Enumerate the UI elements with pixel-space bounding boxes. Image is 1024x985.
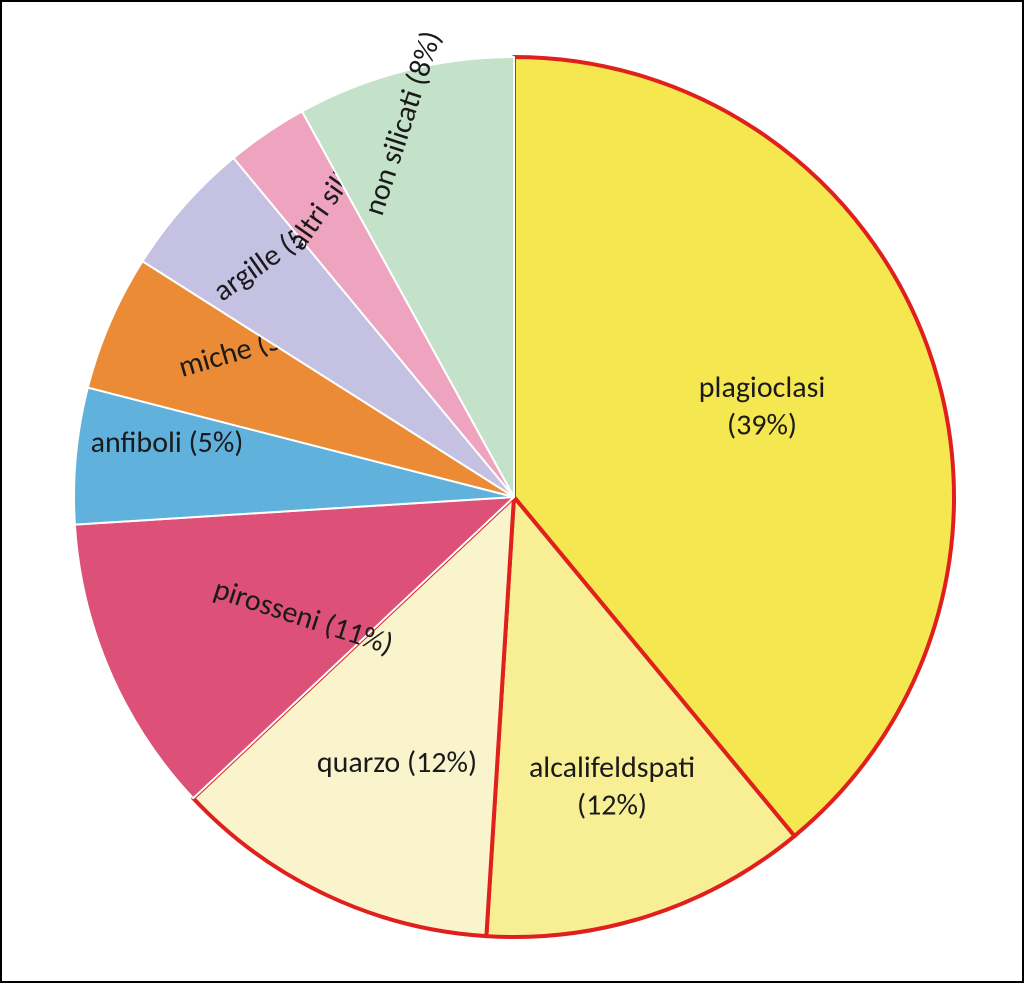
chart-frame: plagioclasi(39%)alcalifeldspati(12%)quar… (0, 0, 1024, 983)
slice-label-anfiboli: anfiboli (5%) (91, 424, 244, 461)
slice-label-quarzo: quarzo (12%) (317, 744, 477, 781)
pie-chart: plagioclasi(39%)alcalifeldspati(12%)quar… (2, 2, 1024, 985)
